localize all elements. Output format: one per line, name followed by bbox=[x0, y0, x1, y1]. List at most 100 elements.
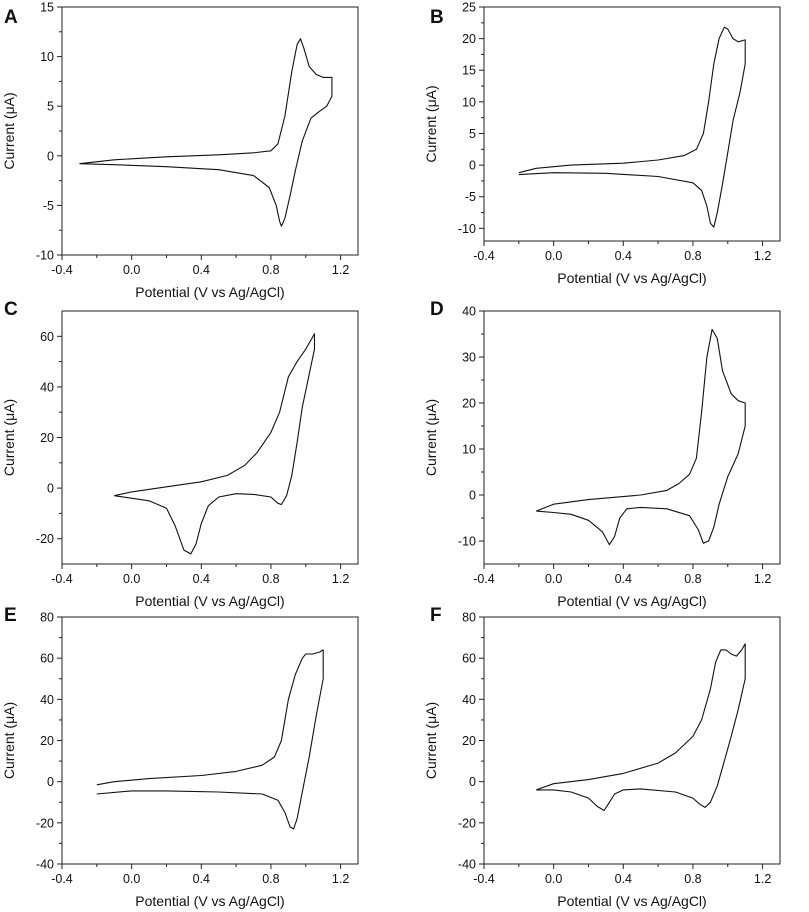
panel-c-letter: C bbox=[4, 299, 18, 320]
x-tick-label: 1.2 bbox=[754, 249, 771, 263]
y-axis-title: Current (μA) bbox=[1, 399, 17, 476]
x-tick-label: -0.4 bbox=[51, 572, 73, 586]
y-tick-label: -10 bbox=[36, 249, 54, 263]
y-axis-title: Current (μA) bbox=[1, 702, 17, 779]
panel-e-letter: E bbox=[4, 605, 17, 626]
y-tick-label: -10 bbox=[458, 535, 476, 549]
cv-curve-a bbox=[79, 38, 333, 227]
x-axis-title: Potential (V vs Ag/AgCl) bbox=[557, 593, 706, 609]
x-tick-label: 1.2 bbox=[332, 263, 349, 277]
y-tick-label: -5 bbox=[43, 199, 54, 213]
x-tick-label: 0.8 bbox=[684, 572, 701, 586]
x-tick-label: 0.8 bbox=[262, 572, 279, 586]
plot-frame bbox=[483, 6, 781, 242]
y-tick-label: 15 bbox=[40, 1, 54, 15]
y-tick-label: -20 bbox=[36, 532, 54, 546]
x-tick-label: 0.8 bbox=[262, 872, 279, 886]
y-tick-label: -40 bbox=[36, 858, 54, 872]
x-tick-label: 0.0 bbox=[545, 572, 562, 586]
x-tick-label: 0.4 bbox=[615, 249, 632, 263]
x-tick-label: -0.4 bbox=[51, 872, 73, 886]
panel-d: D -0.4 0.0 0.4 0.8 1.2 -10 0 10 20 30 40 Potential (… bbox=[423, 299, 781, 609]
cv-curve-c bbox=[114, 333, 316, 555]
x-tick-label: 0.0 bbox=[123, 572, 140, 586]
x-tick-label: 1.2 bbox=[754, 872, 771, 886]
y-tick-label: 30 bbox=[462, 351, 476, 365]
panel-a-letter: A bbox=[4, 7, 18, 28]
y-tick-label: 20 bbox=[40, 431, 54, 445]
x-axis-title: Potential (V vs Ag/AgCl) bbox=[135, 284, 284, 300]
y-tick-label: 40 bbox=[40, 693, 54, 707]
y-tick-label: 80 bbox=[462, 611, 476, 625]
y-tick-label: -20 bbox=[36, 816, 54, 830]
x-tick-label: 0.4 bbox=[193, 572, 210, 586]
panel-e: E -0.4 0.0 0.4 0.8 1.2 -40 -20 0 20 40 60 80 Potentia… bbox=[1, 605, 359, 909]
y-tick-label: -5 bbox=[465, 190, 476, 204]
x-tick-label: 0.0 bbox=[545, 872, 562, 886]
x-tick-label: 1.2 bbox=[332, 572, 349, 586]
panel-b: B -0.4 0.0 0.4 0.8 1.2 -10 -5 0 5 10 15 20 25 Potentia… bbox=[423, 1, 781, 286]
x-tick-label: 0.8 bbox=[684, 249, 701, 263]
x-tick-label: 0.4 bbox=[193, 872, 210, 886]
y-tick-label: 0 bbox=[469, 159, 476, 173]
y-tick-label: 20 bbox=[462, 734, 476, 748]
y-tick-label: 15 bbox=[462, 64, 476, 78]
x-tick-label: 0.0 bbox=[123, 263, 140, 277]
y-axis-title: Current (μA) bbox=[423, 702, 439, 779]
y-tick-label: 40 bbox=[462, 305, 476, 319]
y-tick-label: 25 bbox=[462, 1, 476, 15]
plot-frame bbox=[61, 6, 359, 256]
x-tick-label: 0.4 bbox=[615, 572, 632, 586]
x-tick-label: 0.0 bbox=[545, 249, 562, 263]
y-tick-label: 0 bbox=[469, 489, 476, 503]
x-axis-title: Potential (V vs Ag/AgCl) bbox=[135, 893, 284, 909]
cv-curve-f bbox=[536, 643, 746, 812]
plot-frame bbox=[483, 310, 781, 565]
x-tick-label: 0.8 bbox=[684, 872, 701, 886]
plot-frame bbox=[61, 310, 359, 565]
y-tick-label: 60 bbox=[40, 330, 54, 344]
x-axis-title: Potential (V vs Ag/AgCl) bbox=[135, 593, 284, 609]
x-axis-title: Potential (V vs Ag/AgCl) bbox=[557, 270, 706, 286]
y-tick-label: 0 bbox=[47, 482, 54, 496]
y-tick-label: 10 bbox=[462, 443, 476, 457]
y-tick-label: 10 bbox=[462, 95, 476, 109]
y-tick-label: -10 bbox=[458, 222, 476, 236]
panel-c: C -0.4 0.0 0.4 0.8 1.2 -20 0 20 40 60 Potential (V … bbox=[1, 299, 359, 609]
y-tick-label: 40 bbox=[40, 380, 54, 394]
x-tick-label: -0.4 bbox=[51, 263, 73, 277]
x-tick-label: -0.4 bbox=[473, 249, 495, 263]
y-tick-label: 20 bbox=[462, 397, 476, 411]
panel-d-letter: D bbox=[430, 299, 444, 320]
y-tick-label: 0 bbox=[469, 775, 476, 789]
x-tick-label: 1.2 bbox=[754, 572, 771, 586]
x-tick-label: -0.4 bbox=[473, 572, 495, 586]
y-tick-label: 40 bbox=[462, 693, 476, 707]
y-tick-label: 60 bbox=[462, 652, 476, 666]
y-tick-label: 80 bbox=[40, 611, 54, 625]
y-axis-title: Current (μA) bbox=[423, 399, 439, 476]
y-tick-label: 20 bbox=[462, 32, 476, 46]
panel-f: F -0.4 0.0 0.4 0.8 1.2 -40 -20 0 20 40 60 80 Potentia… bbox=[423, 605, 781, 909]
x-tick-label: 0.0 bbox=[123, 872, 140, 886]
x-tick-label: 0.4 bbox=[615, 872, 632, 886]
x-tick-label: -0.4 bbox=[473, 872, 495, 886]
x-tick-label: 0.8 bbox=[262, 263, 279, 277]
y-tick-label: 5 bbox=[469, 127, 476, 141]
panel-b-letter: B bbox=[430, 7, 444, 28]
cv-curve-e bbox=[96, 649, 324, 830]
panel-a: A -0.4 0.0 0.4 0.8 1.2 -10 -5 0 5 10 15 Potential (V… bbox=[1, 1, 359, 300]
y-tick-label: 10 bbox=[40, 50, 54, 64]
y-tick-label: 0 bbox=[47, 775, 54, 789]
y-tick-label: 5 bbox=[47, 100, 54, 114]
y-tick-label: 20 bbox=[40, 734, 54, 748]
plot-frame bbox=[483, 616, 781, 865]
x-tick-label: 1.2 bbox=[332, 872, 349, 886]
x-axis-title: Potential (V vs Ag/AgCl) bbox=[557, 893, 706, 909]
y-axis-title: Current (μA) bbox=[423, 85, 439, 162]
y-tick-label: 0 bbox=[47, 149, 54, 163]
y-tick-label: 60 bbox=[40, 652, 54, 666]
panel-f-letter: F bbox=[430, 605, 442, 626]
cv-curve-b bbox=[518, 26, 746, 228]
